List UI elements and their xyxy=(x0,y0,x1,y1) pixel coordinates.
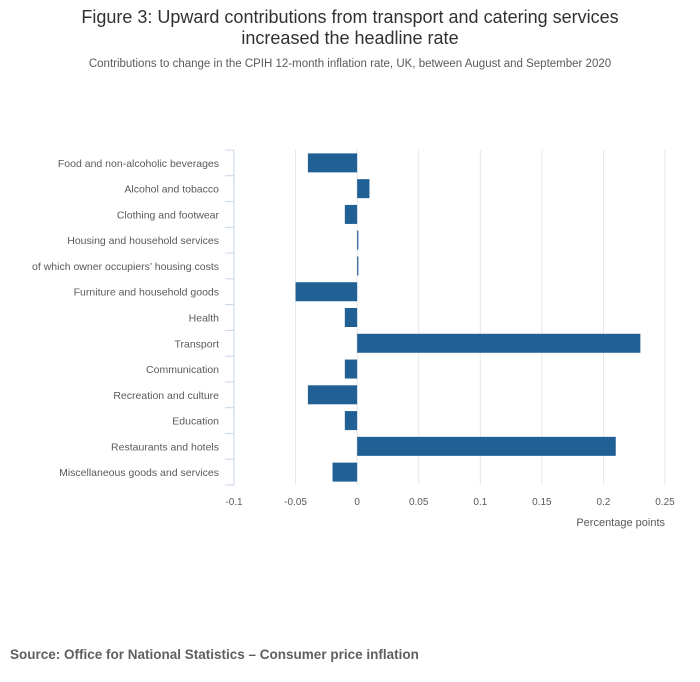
chart-title: Figure 3: Upward contributions from tran… xyxy=(0,7,700,49)
category-label: Recreation and culture xyxy=(113,390,219,402)
bar xyxy=(357,436,616,456)
category-label: of which owner occupiers’ housing costs xyxy=(32,261,219,273)
x-tick-label: 0.25 xyxy=(655,497,675,508)
x-tick-label: 0.1 xyxy=(473,497,487,508)
chart-title-line-2: increased the headline rate xyxy=(241,28,459,48)
bar xyxy=(357,333,641,353)
bars xyxy=(295,153,641,482)
x-tick-label: -0.05 xyxy=(284,497,307,508)
category-label: Furniture and household goods xyxy=(74,287,219,299)
category-label: Health xyxy=(189,313,220,325)
bar xyxy=(344,204,358,224)
x-axis-title: Percentage points xyxy=(576,517,665,529)
category-label: Food and non-alcoholic beverages xyxy=(58,158,219,170)
category-label: Alcohol and tobacco xyxy=(124,184,219,196)
category-label: Housing and household services xyxy=(67,235,219,247)
category-label: Transport xyxy=(174,338,219,350)
x-tick-label: -0.1 xyxy=(225,497,243,508)
x-tick-label: 0.15 xyxy=(532,497,552,508)
bar xyxy=(344,359,358,379)
bar xyxy=(344,308,358,327)
category-label: Communication xyxy=(146,364,219,376)
x-tick-labels: -0.1 -0.05 0 0.05 0.1 0.15 0.2 0.25 xyxy=(225,497,675,508)
bar xyxy=(357,179,370,199)
bar xyxy=(295,282,358,302)
category-label: Restaurants and hotels xyxy=(111,441,219,453)
bar xyxy=(357,256,359,276)
bar-chart: Food and non-alcoholic beverages Alcohol … xyxy=(32,149,675,529)
category-label: Miscellaneous goods and services xyxy=(59,467,219,479)
chart-title-line-1: Figure 3: Upward contributions from tran… xyxy=(81,7,619,27)
source-note: Source: Office for National Statistics –… xyxy=(10,647,419,662)
category-axis xyxy=(225,149,235,486)
category-label: Education xyxy=(172,416,219,428)
bar xyxy=(357,230,359,250)
chart-subtitle: Contributions to change in the CPIH 12-m… xyxy=(88,58,612,70)
x-tick-label: 0 xyxy=(354,497,360,508)
bar xyxy=(344,411,358,431)
bar xyxy=(332,462,358,482)
category-label: Clothing and footwear xyxy=(117,209,220,221)
bar xyxy=(307,153,358,173)
x-tick-label: 0.2 xyxy=(596,497,610,508)
bar xyxy=(307,385,358,405)
category-labels: Food and non-alcoholic beverages Alcohol … xyxy=(32,158,219,479)
x-tick-label: 0.05 xyxy=(409,497,429,508)
